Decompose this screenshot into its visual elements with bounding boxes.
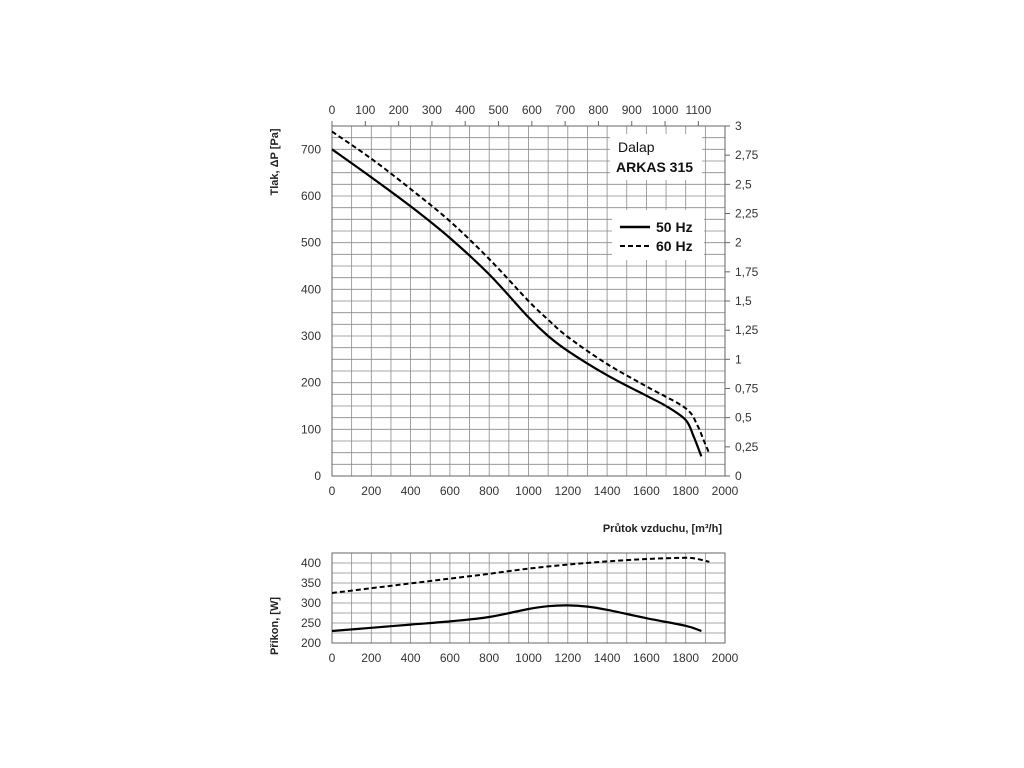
x-tick-label: 1600 xyxy=(633,484,660,498)
y-tick-label: 700 xyxy=(301,142,321,156)
right-axis-tick-label: 2,75 xyxy=(735,148,759,162)
power-y-axis-title: Příkon, [W] xyxy=(269,597,281,655)
legend-label-50hz: 50 Hz xyxy=(656,219,693,235)
right-axis-tick-label: 0,75 xyxy=(735,382,759,396)
legend-label-60hz: 60 Hz xyxy=(656,238,693,254)
y-tick-label: 300 xyxy=(301,596,321,610)
top-axis-tick-label: 200 xyxy=(389,103,409,117)
power-grid xyxy=(332,553,725,643)
legend-model: ARKAS 315 xyxy=(616,159,693,175)
legend-brand-box xyxy=(610,134,702,180)
x-tick-label: 1400 xyxy=(594,484,621,498)
top-axis-tick-label: 400 xyxy=(455,103,475,117)
right-axis-tick-label: 0,5 xyxy=(735,411,752,425)
y-tick-label: 100 xyxy=(301,422,321,436)
series-line-dashed xyxy=(331,556,710,594)
x-tick-label: 1000 xyxy=(515,484,542,498)
top-axis-tick-label: 600 xyxy=(522,103,542,117)
pressure-x-ticks: 0 200 400 600 800 1000 1200 1400 1600 1800 2000 xyxy=(329,484,739,498)
y-tick-label: 300 xyxy=(301,329,321,343)
pressure-right-ticks: 0 0,25 0,5 0,75 1 1,25 1,5 1,75 2 2,25 2,5 2,75 3 xyxy=(725,119,759,483)
x-tick-label: 600 xyxy=(440,651,460,665)
top-axis-tick-label: 700 xyxy=(555,103,575,117)
x-tick-label: 400 xyxy=(401,484,421,498)
x-tick-label: 1800 xyxy=(672,484,699,498)
pressure-series-lines xyxy=(331,130,711,457)
x-tick-label: 600 xyxy=(440,484,460,498)
series-line-dashed xyxy=(331,130,711,454)
series-line-solid xyxy=(331,604,702,633)
x-tick-label: 1000 xyxy=(515,651,542,665)
top-axis-tick-label: 1000 xyxy=(652,103,679,117)
top-axis-tick-label: 100 xyxy=(355,103,375,117)
pressure-x-axis-title: Průtok vzduchu, [m³/h] xyxy=(603,523,723,535)
x-tick-label: 800 xyxy=(479,484,499,498)
right-axis-tick-label: 1 xyxy=(735,352,742,366)
x-tick-label: 1400 xyxy=(594,651,621,665)
power-y-ticks: 200 250 300 350 400 xyxy=(301,556,321,650)
top-axis-tick-label: 1100 xyxy=(685,103,711,117)
y-tick-label: 500 xyxy=(301,236,321,250)
top-axis-tick-label: 300 xyxy=(422,103,442,117)
top-axis-tick-label: 500 xyxy=(489,103,509,117)
x-tick-label: 200 xyxy=(361,651,381,665)
y-tick-label: 600 xyxy=(301,189,321,203)
legend-series-box xyxy=(612,210,704,260)
legend-brand: Dalap xyxy=(618,139,655,155)
x-tick-label: 800 xyxy=(479,651,499,665)
x-tick-label: 1600 xyxy=(633,651,660,665)
power-chart: 0 200 400 600 800 1000 1200 1400 1600 1800 2000 20… xyxy=(269,552,739,665)
x-tick-label: 1200 xyxy=(554,651,581,665)
x-tick-label: 2000 xyxy=(712,651,739,665)
right-axis-tick-label: 1,75 xyxy=(735,265,759,279)
y-tick-label: 250 xyxy=(301,616,321,630)
right-axis-tick-label: 0 xyxy=(735,469,742,483)
power-series-lines xyxy=(331,556,710,633)
y-tick-label: 350 xyxy=(301,576,321,590)
x-tick-label: 400 xyxy=(401,651,421,665)
pressure-top-ticks: 0 100 200 300 400 500 600 700 800 900 1000 1100 xyxy=(329,103,712,126)
pressure-y-ticks: 0 100 200 300 400 500 600 700 xyxy=(301,142,321,483)
right-axis-tick-label: 1,25 xyxy=(735,323,759,337)
top-axis-tick-label: 800 xyxy=(588,103,608,117)
y-tick-label: 0 xyxy=(314,469,321,483)
x-tick-label: 0 xyxy=(329,651,336,665)
right-axis-tick-label: 2,5 xyxy=(735,177,752,191)
x-tick-label: 1800 xyxy=(672,651,699,665)
power-x-ticks: 0 200 400 600 800 1000 1200 1400 1600 1800 2000 xyxy=(329,651,739,665)
top-axis-tick-label: 900 xyxy=(622,103,642,117)
x-tick-label: 2000 xyxy=(712,484,739,498)
x-tick-label: 1200 xyxy=(554,484,581,498)
series-line-solid xyxy=(331,148,703,457)
right-axis-tick-label: 3 xyxy=(735,119,742,133)
right-axis-tick-label: 1,5 xyxy=(735,294,752,308)
x-tick-label: 200 xyxy=(361,484,381,498)
y-tick-label: 200 xyxy=(301,376,321,390)
x-tick-label: 0 xyxy=(329,484,336,498)
y-tick-label: 400 xyxy=(301,282,321,296)
right-axis-tick-label: 2,25 xyxy=(735,207,759,221)
y-tick-label: 200 xyxy=(301,636,321,650)
power-plot-frame xyxy=(331,552,726,644)
pressure-chart: 0 200 400 600 800 1000 1200 1400 1600 1800 2000 01… xyxy=(269,103,759,535)
legend: Dalap ARKAS 315 50 Hz 60 Hz xyxy=(610,134,704,260)
pressure-y-axis-title: Tlak, ΔP [Pa] xyxy=(269,128,281,195)
right-axis-tick-label: 2 xyxy=(735,236,742,250)
top-axis-tick-label: 0 xyxy=(329,103,336,117)
y-tick-label: 400 xyxy=(301,556,321,570)
right-axis-tick-label: 0,25 xyxy=(735,440,759,454)
